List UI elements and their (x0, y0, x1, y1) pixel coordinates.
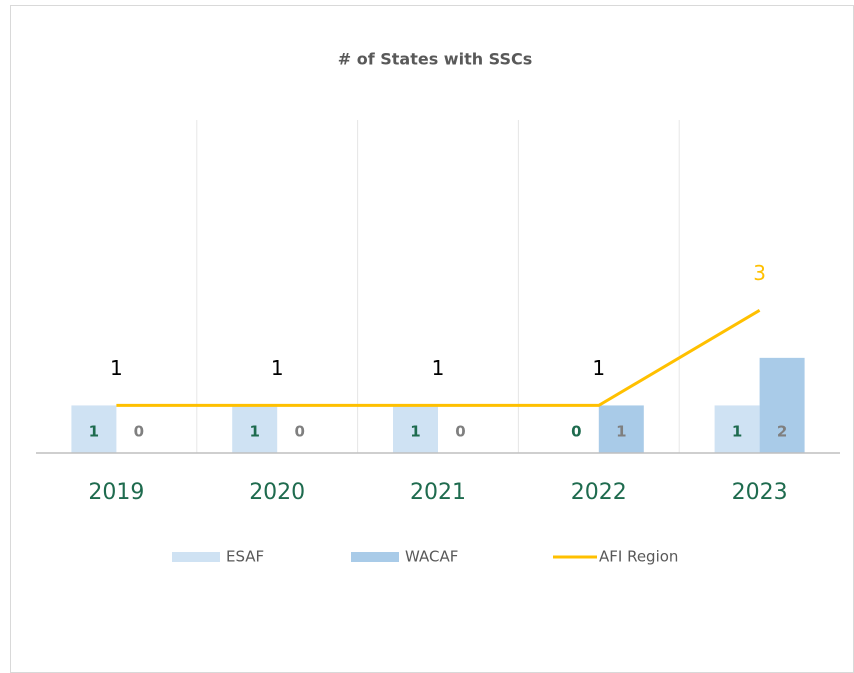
x-tick-label: 2019 (88, 480, 144, 505)
line-value-label: 1 (432, 356, 445, 380)
line-value-label: 1 (110, 356, 123, 380)
chart-title: # of States with SSCs (338, 50, 533, 69)
legend-label: ESAF (226, 548, 264, 566)
bar (393, 405, 438, 453)
bar (759, 357, 805, 453)
x-tick-label: 2021 (410, 480, 466, 505)
bar (598, 405, 644, 453)
line-value-label: 1 (592, 356, 605, 380)
bar-value-label: 1 (89, 423, 99, 441)
bar (71, 405, 117, 453)
x-tick-label: 2023 (732, 480, 788, 505)
line (116, 308, 761, 407)
x-tick-label: 2022 (571, 480, 627, 505)
legend-swatch (351, 552, 399, 562)
bar (714, 405, 760, 453)
legend-swatch (172, 552, 220, 562)
x-tick-label: 2020 (249, 480, 305, 505)
line-value-label: 3 (753, 261, 766, 285)
bar-value-label: 2 (777, 423, 787, 441)
legend-label: AFI Region (599, 548, 678, 566)
bar (232, 405, 278, 453)
legend-label: WACAF (405, 548, 458, 566)
line-value-label: 1 (271, 356, 284, 380)
bar-value-label: 0 (134, 423, 144, 441)
bar-value-label: 0 (571, 423, 581, 441)
bar-value-label: 1 (410, 423, 420, 441)
bar-value-label: 1 (249, 423, 259, 441)
bar-value-label: 0 (455, 423, 465, 441)
bar-value-label: 1 (616, 423, 626, 441)
bar-value-label: 1 (732, 423, 742, 441)
bar-value-label: 0 (294, 423, 304, 441)
chart-frame (10, 5, 854, 673)
